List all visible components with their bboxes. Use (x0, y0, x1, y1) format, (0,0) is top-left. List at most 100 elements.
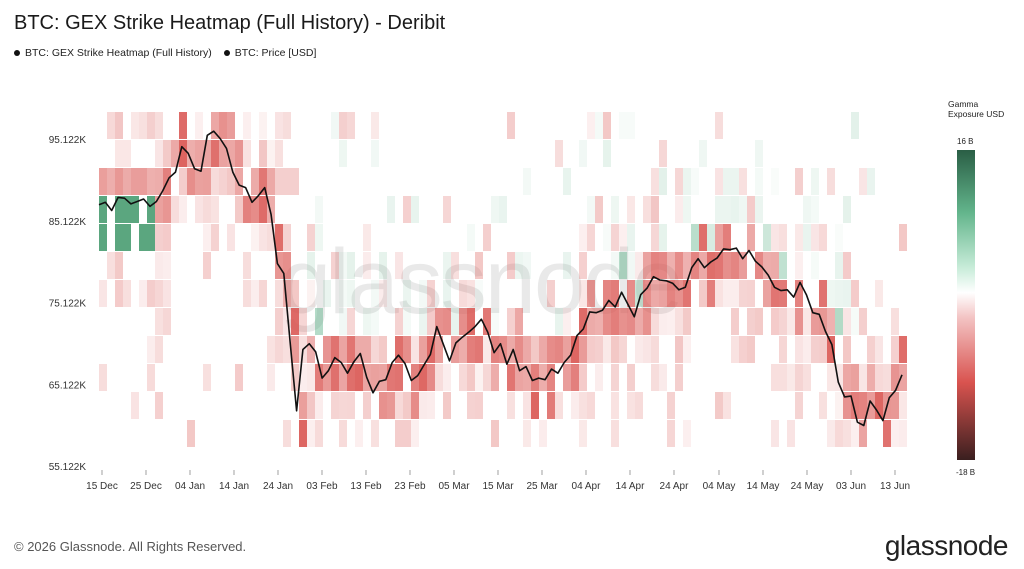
heatmap-cell (579, 280, 587, 307)
heatmap-cell (363, 392, 371, 419)
heatmap-cell (507, 252, 515, 279)
heatmap-cell (307, 392, 315, 419)
heatmap-cell (611, 308, 619, 335)
heatmap-cell (579, 392, 587, 419)
heatmap-cell (371, 364, 379, 391)
heatmap-cell (339, 420, 347, 447)
heatmap-cell (163, 280, 171, 307)
heatmap-cell (619, 112, 627, 139)
heatmap-cell (371, 308, 379, 335)
heatmap-cell (779, 336, 787, 363)
heatmap-cell (883, 420, 891, 447)
heatmap-cell (531, 364, 539, 391)
heatmap-cell (475, 392, 483, 419)
heatmap-cell (275, 280, 283, 307)
heatmap-cell (467, 280, 475, 307)
heatmap-cell (163, 196, 171, 223)
heatmap-cell (419, 392, 427, 419)
heatmap-cell (259, 224, 267, 251)
heatmap-cell (667, 420, 675, 447)
heatmap-cell (731, 280, 739, 307)
heatmap-cell (771, 168, 779, 195)
heatmap-cell (499, 196, 507, 223)
heatmap-cell (859, 364, 867, 391)
heatmap-cell (747, 280, 755, 307)
heatmap-cell (307, 364, 315, 391)
heatmap-cell (299, 308, 307, 335)
heatmap-cell (275, 308, 283, 335)
heatmap-cell (315, 420, 323, 447)
heatmap-cell (867, 336, 875, 363)
heatmap-cell (627, 224, 635, 251)
heatmap-cell (643, 252, 651, 279)
glassnode-logo: glassnode (884, 530, 1009, 561)
chart-title: BTC: GEX Strike Heatmap (Full History) -… (14, 12, 446, 34)
heatmap-cell (843, 420, 851, 447)
heatmap-cell (515, 336, 523, 363)
heatmap-cell (195, 140, 203, 167)
heatmap-cell (851, 392, 859, 419)
heatmap-cell (731, 168, 739, 195)
heatmap-cell (755, 308, 763, 335)
heatmap-cell (835, 224, 843, 251)
heatmap-cell (115, 252, 123, 279)
heatmap-cell (459, 364, 467, 391)
heatmap-cell (443, 392, 451, 419)
heatmap-cell (723, 168, 731, 195)
heatmap-cell (723, 392, 731, 419)
heatmap-cell (627, 196, 635, 223)
heatmap-cell (763, 252, 771, 279)
legend-item-price[interactable]: BTC: Price [USD] (223, 47, 316, 59)
heatmap-cell (379, 392, 387, 419)
heatmap-cell (795, 364, 803, 391)
heatmap-cell (147, 336, 155, 363)
x-tick-label: 13 Feb (350, 481, 382, 492)
heatmap-cell (659, 168, 667, 195)
heatmap-cell (283, 420, 291, 447)
heatmap-cell (755, 140, 763, 167)
heatmap-cell (779, 308, 787, 335)
heatmap-cell (195, 168, 203, 195)
heatmap-cell (771, 224, 779, 251)
x-tick-label: 24 May (791, 481, 824, 492)
heatmap-cell (115, 224, 123, 251)
legend-dot-icon (223, 50, 230, 56)
heatmap-cell (491, 336, 499, 363)
heatmap-cell (339, 280, 347, 307)
heatmap-cell (355, 336, 363, 363)
heatmap-cell (443, 308, 451, 335)
x-tick-label: 14 Apr (616, 481, 646, 492)
heatmap-cell (627, 364, 635, 391)
heatmap-cell (371, 336, 379, 363)
heatmap-cell (827, 168, 835, 195)
heatmap-cell (427, 308, 435, 335)
heatmap-cell (579, 140, 587, 167)
x-tick-label: 14 May (747, 481, 780, 492)
heatmap-cell (211, 140, 219, 167)
heatmap-cell (603, 280, 611, 307)
heatmap-cell (131, 196, 139, 223)
heatmap-cell (691, 252, 699, 279)
heatmap-cell (507, 308, 515, 335)
heatmap-cell (731, 336, 739, 363)
heatmap-cell (483, 364, 491, 391)
heatmap-cell (579, 336, 587, 363)
legend-item-heatmap[interactable]: BTC: GEX Strike Heatmap (Full History) (14, 47, 212, 59)
heatmap-cell (155, 168, 163, 195)
heatmap-cell (667, 308, 675, 335)
heatmap-cell (563, 308, 571, 335)
heatmap-cell (475, 252, 483, 279)
heatmap-cell (115, 168, 123, 195)
heatmap-cell (651, 196, 659, 223)
heatmap-cell (347, 112, 355, 139)
heatmap-cell (523, 252, 531, 279)
heatmap-cell (211, 224, 219, 251)
heatmap-cell (283, 336, 291, 363)
x-tick-label: 25 Dec (130, 481, 162, 492)
heatmap-cell (619, 308, 627, 335)
legend-label-heatmap: BTC: GEX Strike Heatmap (Full History) (25, 47, 212, 59)
heatmap-cell (123, 280, 131, 307)
heatmap-cell (387, 392, 395, 419)
heatmap-cell (259, 280, 267, 307)
